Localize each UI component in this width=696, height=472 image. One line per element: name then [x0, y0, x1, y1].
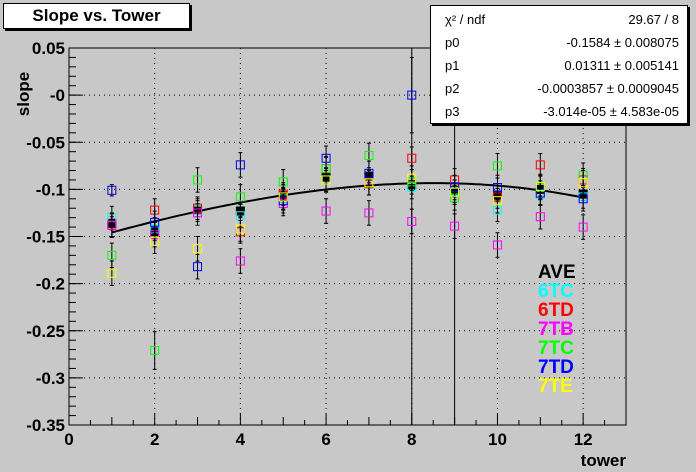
y-tick-label: -0.35: [26, 416, 65, 435]
stats-row-p3: p3 -3.014e-05 ± 4.583e-05: [431, 100, 687, 123]
axes: 0 2 4 6 8 10 12 0.05 -0 -0.05 -0.1 -0.15 -0.2 -0.25 -0…: [26, 39, 627, 449]
legend-entry-6tc: 6TC: [538, 281, 574, 302]
y-tick-label: -0: [50, 86, 65, 105]
data-point-7te: [150, 236, 160, 246]
y-tick-label: -0.1: [36, 180, 65, 199]
y-axis-label: slope: [14, 72, 33, 116]
data-point-6td: [535, 160, 545, 170]
data-point-7te: [235, 224, 245, 234]
stats-row-chi2: χ² / ndf 29.67 / 8: [431, 8, 687, 31]
data-point-7tb: [321, 206, 331, 216]
data-point-7tc: [364, 150, 374, 160]
y-tick-label: -0.15: [26, 228, 65, 247]
y-tick-label: -0.3: [36, 369, 65, 388]
legend-entry-7tc: 7TC: [538, 338, 574, 359]
data-point-7tb: [407, 216, 417, 226]
data-point-7te: [278, 192, 288, 202]
data-point-7te: [107, 268, 117, 278]
data-point-6td: [407, 153, 417, 163]
x-tick-label: 2: [150, 430, 159, 449]
chart-title: Slope vs. Tower: [3, 3, 190, 29]
stat-value: -3.014e-05 ± 4.583e-05: [543, 104, 679, 119]
x-tick-label: 6: [321, 430, 330, 449]
x-tick-label: 10: [488, 430, 507, 449]
data-point-7tb: [364, 208, 374, 218]
legend: AVE 6TC 6TD 7TB 7TC 7TD 7TE: [538, 263, 576, 396]
data-point-7te: [492, 196, 502, 206]
data-point-7te: [193, 244, 203, 254]
data-point-7te: [407, 173, 417, 183]
stat-name: p0: [445, 35, 460, 50]
data-point-7td: [235, 160, 245, 170]
stats-row-p0: p0 -0.1584 ± 0.008075: [431, 31, 687, 54]
data-points: [107, 56, 588, 370]
data-point-7te: [578, 178, 588, 188]
data-point-7tb: [578, 222, 588, 232]
legend-entry-7te: 7TE: [538, 376, 573, 397]
stat-name: p2: [445, 81, 460, 96]
data-point-7tb: [535, 212, 545, 222]
data-point-7td: [150, 217, 160, 227]
y-tick-label: -0.2: [36, 275, 65, 294]
stat-value: -0.1584 ± 0.008075: [566, 35, 679, 50]
stat-value: -0.0003857 ± 0.0009045: [537, 81, 679, 96]
fit-curve: [111, 182, 584, 234]
data-point-7tb: [193, 208, 203, 218]
y-tick-label: 0.05: [32, 39, 65, 58]
data-point-7tc: [150, 346, 160, 356]
data-point-7tb: [492, 240, 502, 250]
data-point-7te: [535, 182, 545, 192]
stats-row-p1: p1 0.01311 ± 0.005141: [431, 54, 687, 77]
data-point-7tc: [235, 192, 245, 202]
data-point-7tc: [492, 161, 502, 171]
fit-curve-line: [111, 182, 584, 234]
stat-name: p3: [445, 104, 460, 119]
legend-entry-ave: AVE: [538, 262, 576, 283]
data-point-7tb: [235, 256, 245, 266]
stat-value: 29.67 / 8: [628, 12, 679, 27]
data-point-7tb: [450, 221, 460, 231]
legend-entry-7tb: 7TB: [538, 319, 574, 340]
data-point-7td: [193, 262, 203, 272]
stat-name: p1: [445, 58, 460, 73]
data-point-7tc: [193, 175, 203, 185]
data-point-7tc: [107, 250, 117, 260]
stat-name: χ² / ndf: [445, 12, 486, 27]
legend-entry-7td: 7TD: [538, 357, 574, 378]
series-7te: [107, 165, 588, 287]
fit-stats-box: χ² / ndf 29.67 / 8 p0 -0.1584 ± 0.008075…: [430, 5, 688, 124]
data-point-7td: [107, 185, 117, 195]
data-point-7te: [450, 187, 460, 197]
data-point-7te: [364, 178, 374, 188]
x-tick-label: 0: [64, 430, 73, 449]
x-tick-label: 8: [407, 430, 416, 449]
legend-entry-6td: 6TD: [538, 300, 574, 321]
x-tick-label: 4: [236, 430, 246, 449]
data-point-7te: [321, 175, 331, 185]
stats-row-p2: p2 -0.0003857 ± 0.0009045: [431, 77, 687, 100]
y-tick-label: -0.05: [26, 133, 65, 152]
x-tick-label: 12: [574, 430, 593, 449]
x-axis-label: tower: [581, 451, 627, 470]
data-point-7td: [321, 153, 331, 163]
stat-value: 0.01311 ± 0.005141: [564, 58, 679, 73]
data-point-7td: [407, 90, 417, 100]
data-point-7tb: [107, 220, 117, 230]
y-tick-label: -0.25: [26, 322, 65, 341]
